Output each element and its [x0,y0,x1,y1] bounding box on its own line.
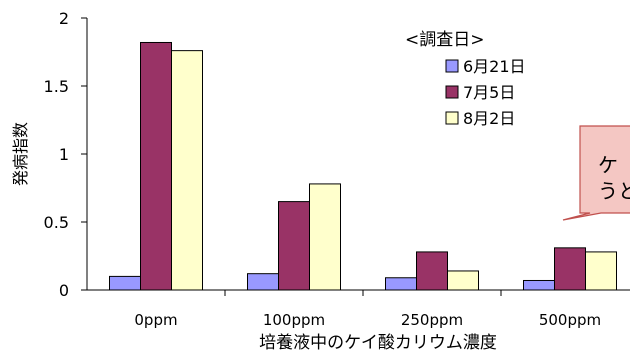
callout-text-line-1: ケ [598,153,618,177]
callout-box [562,125,630,221]
legend-swatch-2 [445,85,459,99]
bar-3-250ppm [447,270,479,291]
axis-labels: 0 0.5 1 1.5 2 0ppm 100ppm 250ppm 500ppm 培養液中のケイ酸カ… [11,9,601,353]
y-tick-label: 2 [59,9,69,28]
y-tick-label: 0 [59,281,69,300]
bar-3-500ppm [585,251,617,291]
y-tick-label: 0.5 [44,213,69,232]
bar-3-0ppm [171,50,203,291]
bar-2-500ppm [554,247,586,291]
callout-text-line-2: うと [598,179,630,203]
bar-1-100ppm [247,273,279,291]
legend-label-2: 7月5日 [463,83,515,102]
bar-2-0ppm [140,41,172,291]
legend-title: <調査日> [405,30,485,50]
bar-3-100ppm [309,183,341,291]
bar-2-100ppm [278,201,310,291]
x-tick-label: 250ppm [401,311,463,329]
y-tick-label: 1 [59,145,69,164]
legend-label-3: 8月2日 [463,109,515,128]
y-axis-title: 発病指数 [11,122,30,186]
legend: <調査日> 6月21日 7月5日 8月2日 [405,30,526,128]
bar-1-250ppm [385,277,417,291]
annotation-callout: ケうと [562,125,630,221]
x-tick-label: 0ppm [134,311,177,329]
legend-label-1: 6月21日 [463,57,526,76]
x-axis-title: 培養液中のケイ酸カリウム濃度 [259,333,497,353]
legend-swatch-3 [445,111,459,125]
x-tick-label: 100ppm [263,311,325,329]
bar-1-500ppm [523,279,555,291]
x-tick-label: 500ppm [539,311,601,329]
bar-2-250ppm [416,251,448,291]
bars [109,41,617,291]
y-tick-label: 1.5 [44,77,69,96]
bar-1-0ppm [109,275,141,291]
legend-swatch-1 [445,59,459,73]
